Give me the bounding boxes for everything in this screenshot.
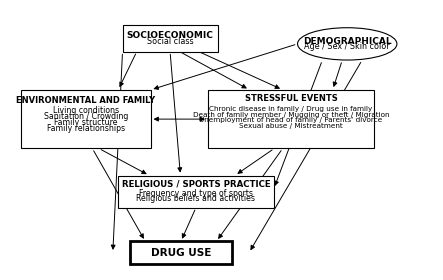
FancyBboxPatch shape [130, 241, 232, 264]
Text: Age / Sex / Skin color: Age / Sex / Skin color [304, 42, 390, 51]
Text: Chronic disease in family / Drug use in family: Chronic disease in family / Drug use in … [210, 106, 373, 112]
Text: RELIGIOUS / SPORTS PRACTICE: RELIGIOUS / SPORTS PRACTICE [122, 180, 270, 189]
Text: SOCIOECONOMIC: SOCIOECONOMIC [127, 31, 214, 40]
Text: STRESSFUL EVENTS: STRESSFUL EVENTS [245, 94, 338, 103]
FancyBboxPatch shape [118, 176, 274, 207]
Text: Sanitation / Crowding: Sanitation / Crowding [43, 112, 128, 121]
FancyBboxPatch shape [123, 25, 218, 52]
Text: ENVIRONMENTAL AND FAMILY: ENVIRONMENTAL AND FAMILY [16, 96, 155, 105]
Text: Family structure: Family structure [54, 118, 117, 127]
Text: Social class: Social class [147, 37, 194, 46]
Ellipse shape [298, 28, 397, 60]
Text: Sexual abuse / Mistreatment: Sexual abuse / Mistreatment [239, 123, 343, 129]
Text: DRUG USE: DRUG USE [151, 248, 211, 258]
Text: Family relationships: Family relationships [47, 124, 125, 133]
Text: Living conditions: Living conditions [53, 106, 119, 115]
Text: Death of family member / Mugging or theft / Migration: Death of family member / Mugging or thef… [193, 112, 389, 118]
FancyBboxPatch shape [21, 90, 151, 148]
Text: Unemployment of head of family / Parents’ divorce: Unemployment of head of family / Parents… [199, 117, 383, 123]
Text: Frequency and type of sports: Frequency and type of sports [139, 189, 253, 198]
Text: DEMOGRAPHICAL: DEMOGRAPHICAL [303, 37, 392, 46]
Text: Religious beliefs and activities: Religious beliefs and activities [136, 194, 256, 203]
FancyBboxPatch shape [208, 90, 374, 148]
